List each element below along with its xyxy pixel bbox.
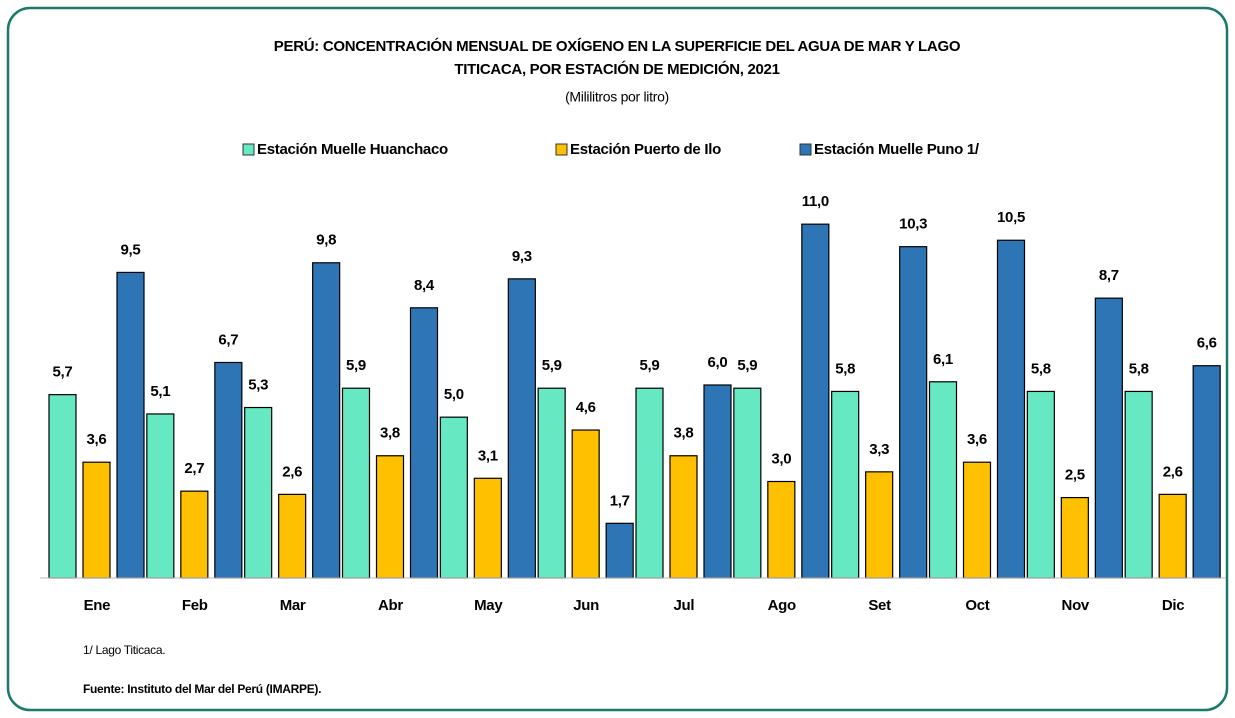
- data-label: 5,8: [835, 360, 855, 377]
- x-tick-label: Jul: [674, 597, 695, 614]
- x-tick-label: Dic: [1162, 597, 1184, 614]
- bar: [928, 381, 958, 579]
- data-label: 9,5: [121, 241, 141, 258]
- bar: [312, 262, 341, 579]
- data-label: 5,9: [542, 357, 562, 374]
- bar: [571, 429, 600, 579]
- bar: [703, 384, 732, 579]
- data-label: 1,7: [610, 492, 630, 509]
- bar: [507, 278, 536, 579]
- chart-subtitle: (Mililitros por litro): [565, 89, 669, 105]
- bar: [767, 480, 796, 579]
- data-label: 3,1: [478, 447, 498, 464]
- data-label: 6,6: [1197, 335, 1217, 352]
- bar: [899, 246, 928, 579]
- data-label: 9,8: [316, 232, 336, 249]
- data-label: 3,6: [967, 431, 987, 448]
- bar: [48, 394, 77, 579]
- x-tick-label: Ago: [768, 597, 796, 614]
- bar: [116, 271, 145, 579]
- bar: [1124, 390, 1153, 579]
- x-tick-label: Set: [868, 597, 891, 614]
- data-label: 3,8: [380, 425, 400, 442]
- bar: [962, 461, 992, 579]
- data-label: 6,0: [708, 354, 728, 371]
- data-label: 2,7: [184, 460, 204, 477]
- legend-swatch: [555, 143, 568, 156]
- bar: [801, 223, 830, 579]
- bar: [146, 413, 175, 579]
- bar: [180, 490, 209, 579]
- data-label: 8,7: [1099, 267, 1119, 284]
- bar: [733, 387, 762, 579]
- data-label: 8,4: [414, 277, 435, 294]
- x-tick-label: Nov: [1062, 597, 1090, 614]
- bar: [375, 455, 405, 579]
- x-tick-label: Jun: [573, 597, 599, 614]
- bar: [278, 493, 307, 579]
- data-label: 5,9: [346, 357, 366, 374]
- data-label: 2,5: [1065, 467, 1085, 484]
- x-tick-label: Mar: [280, 597, 306, 614]
- bar: [1094, 297, 1123, 579]
- bar: [1158, 493, 1187, 579]
- data-label: 3,3: [869, 441, 889, 458]
- data-label: 3,0: [771, 450, 791, 467]
- data-label: 2,6: [1163, 463, 1183, 480]
- data-label: 9,3: [512, 248, 532, 265]
- legend-swatch: [799, 143, 812, 156]
- data-label: 3,8: [674, 425, 694, 442]
- x-tick-label: Oct: [965, 597, 989, 614]
- data-label: 10,3: [899, 216, 927, 233]
- bar: [409, 307, 439, 579]
- chart-title: TITICACA, POR ESTACIÓN DE MEDICIÓN, 2021: [454, 60, 779, 78]
- bar: [82, 461, 111, 579]
- footnote: 1/ Lago Titicaca.: [83, 643, 165, 657]
- legend-label: Estación Muelle Puno 1/: [814, 141, 980, 158]
- data-label: 3,6: [87, 431, 107, 448]
- data-label: 5,9: [640, 357, 660, 374]
- bar: [473, 477, 502, 579]
- data-label: 2,6: [282, 463, 302, 480]
- data-label: 5,8: [1129, 360, 1149, 377]
- data-label: 5,8: [1031, 360, 1051, 377]
- x-tick-label: Feb: [182, 597, 208, 614]
- bar: [214, 361, 243, 579]
- bar: [635, 387, 664, 579]
- x-tick-label: Ene: [84, 597, 111, 614]
- bar: [831, 390, 860, 579]
- data-label: 5,3: [248, 376, 268, 393]
- data-label: 10,5: [997, 209, 1025, 226]
- data-label: 5,7: [53, 364, 73, 381]
- bar: [341, 387, 371, 579]
- chart-title: PERÚ: CONCENTRACIÓN MENSUAL DE OXÍGENO E…: [274, 37, 961, 55]
- data-label: 11,0: [802, 193, 829, 210]
- legend-label: Estación Muelle Huanchaco: [257, 141, 448, 158]
- bar: [669, 455, 698, 579]
- bar: [244, 406, 273, 579]
- bar: [865, 471, 894, 579]
- bar: [996, 239, 1026, 579]
- data-label: 5,1: [150, 383, 170, 400]
- x-tick-label: Abr: [378, 597, 403, 614]
- bar: [1192, 365, 1221, 579]
- data-label: 6,1: [933, 351, 953, 368]
- bar: [537, 387, 566, 579]
- bar: [605, 522, 634, 579]
- bar: [1060, 496, 1089, 579]
- data-label: 5,0: [444, 386, 464, 403]
- data-label: 6,7: [218, 331, 238, 348]
- data-label: 4,6: [576, 399, 596, 416]
- legend-label: Estación Puerto de Ilo: [570, 141, 721, 158]
- data-label: 5,9: [737, 357, 757, 374]
- bar: [1026, 390, 1055, 579]
- bar: [439, 416, 468, 579]
- source: Fuente: Instituto del Mar del Perú (IMAR…: [83, 682, 321, 696]
- x-tick-label: May: [474, 597, 503, 614]
- legend-swatch: [242, 143, 255, 156]
